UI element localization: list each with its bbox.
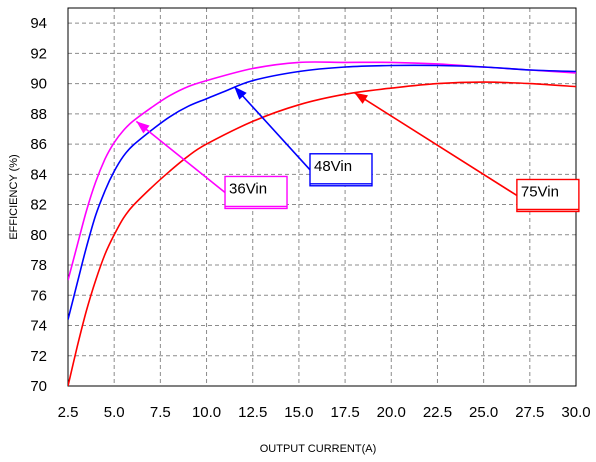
callout-box (516, 178, 580, 213)
y-axis-title: EFFICIENCY (%) (8, 154, 20, 239)
callout-arrow-line (353, 91, 518, 197)
grid-lines (67, 8, 577, 387)
callout-75vin: 75Vin (353, 91, 580, 213)
x-tick-label: 17.5 (330, 404, 359, 421)
callout-box (309, 153, 373, 187)
y-tick-label: 82 (30, 197, 47, 214)
callout-arrow-line (135, 120, 226, 194)
y-tick-label: 84 (30, 166, 47, 183)
x-tick-label: 30.0 (561, 404, 590, 421)
callout-label: 36Vin (229, 180, 267, 197)
series-line-36vin (68, 61, 576, 281)
series-line-48vin (68, 64, 576, 320)
y-tick-label: 74 (30, 318, 47, 335)
y-tick-label: 78 (30, 257, 47, 274)
x-tick-label: 10.0 (192, 404, 221, 421)
x-tick-label: 12.5 (238, 404, 267, 421)
y-tick-labels: 70 72 74 76 78 80 82 84 86 88 90 92 94 (30, 15, 47, 395)
y-tick-label: 70 (30, 378, 47, 395)
x-tick-label: 2.5 (58, 404, 79, 421)
y-tick-label: 80 (30, 227, 47, 244)
callout-36vin: 36Vin (135, 120, 288, 210)
y-tick-label: 72 (30, 348, 47, 365)
y-tick-label: 88 (30, 106, 47, 123)
x-tick-label: 25.0 (469, 404, 498, 421)
series-layer (68, 61, 576, 386)
x-tick-label: 15.0 (284, 404, 313, 421)
x-tick-labels: 2.5 5.0 7.5 10.0 12.5 15.0 17.5 20.0 22.5 25.0 27.… (58, 404, 591, 421)
callout-arrowhead (354, 92, 368, 104)
series-line-75vin (68, 81, 576, 386)
x-tick-label: 27.5 (515, 404, 544, 421)
y-tick-label: 76 (30, 287, 47, 304)
callout-arrowhead (136, 121, 150, 134)
x-tick-label: 20.0 (377, 404, 406, 421)
x-tick-label: 7.5 (150, 404, 171, 421)
y-tick-label: 90 (30, 76, 47, 93)
plot-frame (67, 7, 577, 387)
y-tick-label: 86 (30, 136, 47, 153)
callout-arrow-line (233, 86, 311, 171)
callout-arrowhead (234, 86, 247, 100)
callout-48vin: 48Vin (233, 86, 373, 187)
x-tick-label: 22.5 (423, 404, 452, 421)
callout-box (224, 175, 288, 210)
callout-label: 75Vin (521, 183, 559, 200)
x-axis-title: OUTPUT CURRENT(A) (260, 443, 377, 455)
x-tick-label: 5.0 (104, 404, 125, 421)
y-tick-label: 92 (30, 45, 47, 62)
y-tick-label: 94 (30, 15, 47, 32)
callout-layer: 36Vin 48Vin 75Vin (135, 86, 580, 213)
callout-label: 48Vin (314, 158, 352, 175)
